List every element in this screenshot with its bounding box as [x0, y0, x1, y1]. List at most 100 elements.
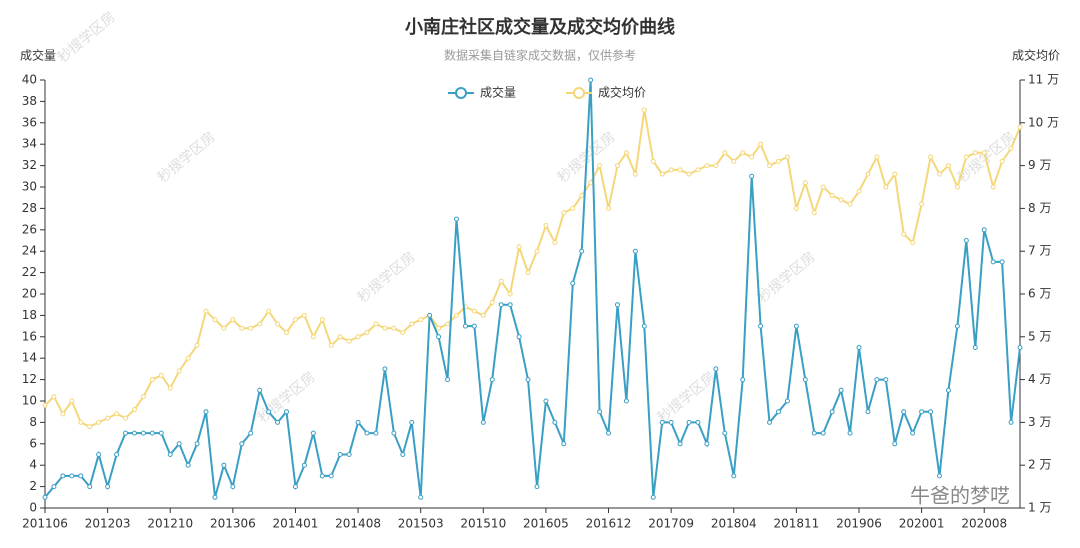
point	[802, 180, 808, 186]
point	[400, 452, 406, 457]
point	[212, 494, 218, 500]
point	[248, 325, 254, 331]
point	[275, 419, 281, 425]
point	[310, 430, 316, 436]
y-tick-label: 10	[22, 394, 37, 408]
point	[954, 184, 960, 190]
point	[194, 342, 200, 348]
x-tick-label: 201811	[773, 517, 819, 531]
y-tick-label: 16	[22, 329, 37, 343]
y2-tick-label: 11 万	[1028, 73, 1059, 87]
point	[284, 330, 290, 336]
point	[597, 163, 603, 169]
point	[677, 441, 683, 447]
point	[552, 419, 558, 425]
point	[310, 334, 316, 340]
point	[373, 430, 379, 436]
point	[114, 411, 120, 417]
point	[1008, 145, 1014, 151]
point	[42, 402, 48, 408]
y2-tick-label: 7 万	[1028, 244, 1051, 258]
point	[445, 321, 451, 327]
y2-tick-label: 3 万	[1028, 415, 1051, 429]
y-tick-label: 14	[22, 351, 37, 365]
point	[328, 342, 334, 348]
point	[51, 394, 57, 400]
point	[936, 473, 942, 479]
point	[588, 77, 594, 83]
point	[981, 150, 987, 156]
point	[221, 462, 227, 468]
point	[453, 216, 459, 222]
point	[570, 280, 576, 286]
y-tick-label: 38	[22, 94, 37, 108]
point	[614, 302, 620, 308]
point	[543, 223, 549, 229]
footer: 牛爸的梦呓	[910, 484, 1010, 508]
point	[301, 312, 307, 318]
point	[489, 377, 495, 383]
point	[802, 377, 808, 383]
point	[641, 107, 647, 113]
point	[140, 394, 146, 400]
point	[292, 484, 298, 490]
point	[704, 441, 710, 447]
point	[1017, 345, 1023, 350]
point	[695, 167, 701, 173]
point	[588, 180, 594, 186]
legend-marker	[455, 87, 467, 99]
point	[668, 167, 674, 173]
point	[203, 409, 209, 415]
point	[1017, 124, 1023, 130]
point	[364, 330, 370, 336]
x-tick-label: 201503	[398, 517, 444, 531]
point	[892, 171, 898, 177]
point	[811, 210, 817, 216]
point	[775, 158, 781, 164]
y-tick-label: 24	[22, 244, 37, 258]
x-tick-label: 201612	[586, 517, 632, 531]
point	[230, 317, 236, 323]
point	[96, 419, 102, 425]
point	[901, 231, 907, 237]
watermark: 秒搜学区房	[155, 129, 219, 186]
point	[838, 387, 844, 393]
point	[641, 323, 647, 329]
point	[140, 430, 146, 436]
point	[990, 184, 996, 190]
point	[919, 201, 925, 207]
point	[507, 302, 513, 308]
point	[731, 158, 737, 164]
point	[981, 227, 987, 233]
point	[972, 345, 978, 350]
point	[462, 323, 468, 329]
x-tick-label: 201605	[523, 517, 569, 531]
point	[337, 334, 343, 340]
y2-tick-label: 1 万	[1028, 501, 1051, 515]
point	[767, 163, 773, 169]
point	[731, 473, 737, 479]
point	[677, 167, 683, 173]
point	[597, 409, 603, 415]
point	[194, 441, 200, 447]
watermarks: 秒搜学区房 秒搜学区房 秒搜学区房 秒搜学区房 秒搜学区房 秒搜学区房 秒搜学区…	[55, 9, 1019, 426]
y2-tick-label: 8 万	[1028, 201, 1051, 215]
series-line	[44, 79, 1021, 498]
point	[928, 409, 934, 415]
point	[650, 158, 656, 164]
point	[418, 494, 424, 500]
point	[552, 240, 558, 246]
point	[749, 154, 755, 160]
point	[480, 419, 486, 425]
point	[820, 430, 826, 436]
point	[364, 430, 370, 436]
point	[713, 163, 719, 169]
point	[489, 300, 495, 306]
point	[614, 163, 620, 169]
point	[606, 430, 612, 436]
point	[579, 248, 585, 254]
y-tick-label: 2	[29, 479, 37, 493]
point	[409, 419, 415, 425]
point	[167, 452, 173, 457]
